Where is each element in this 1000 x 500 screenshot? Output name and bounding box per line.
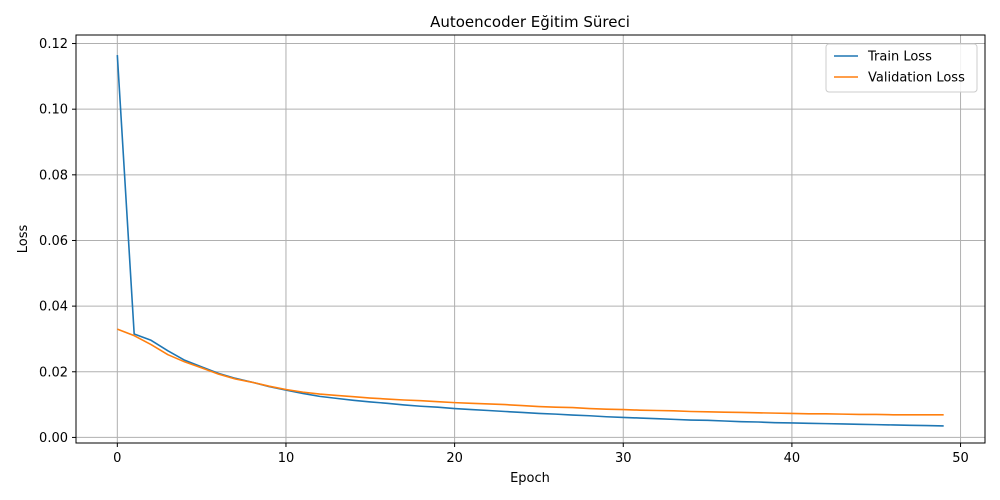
validation-loss-line bbox=[117, 328, 944, 416]
x-tick-label: 10 bbox=[278, 451, 295, 466]
tick-layer: 0 10 20 30 40 50 0.00 0.02 0.04 0.06 0.08 0.10 0.12 bbox=[39, 37, 969, 466]
x-tick-label: 20 bbox=[446, 451, 463, 466]
series-layer bbox=[116, 54, 944, 427]
y-tick-label: 0.12 bbox=[39, 37, 68, 52]
legend: Train Loss Validation Loss bbox=[825, 43, 978, 93]
chart-title: Autoencoder Eğitim Süreci bbox=[430, 13, 630, 31]
y-tick-label: 0.06 bbox=[39, 234, 68, 249]
x-tick-label: 40 bbox=[784, 451, 801, 466]
y-tick-label: 0.04 bbox=[39, 300, 68, 315]
y-tick-label: 0.00 bbox=[39, 431, 68, 446]
y-axis-title: Loss bbox=[16, 225, 31, 254]
y-tick-label: 0.10 bbox=[39, 103, 68, 118]
legend-label: Validation Loss bbox=[868, 71, 965, 86]
x-tick-label: 30 bbox=[615, 451, 632, 466]
grid-layer bbox=[76, 35, 985, 443]
plot-frame bbox=[75, 34, 986, 444]
y-tick-label: 0.02 bbox=[39, 365, 68, 380]
y-tick-label: 0.08 bbox=[39, 168, 68, 183]
x-tick-label: 0 bbox=[113, 451, 121, 466]
legend-label: Train Loss bbox=[867, 50, 932, 65]
legend-box bbox=[825, 43, 978, 93]
x-tick-label: 50 bbox=[952, 451, 969, 466]
x-axis-title: Epoch bbox=[510, 471, 550, 486]
